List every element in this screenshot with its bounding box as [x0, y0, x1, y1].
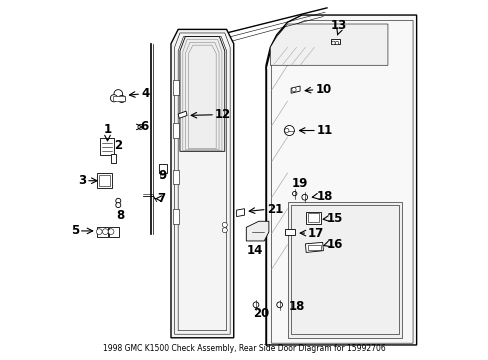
Text: 4: 4	[141, 87, 149, 100]
Circle shape	[335, 41, 338, 45]
Circle shape	[291, 87, 296, 92]
Text: 19: 19	[291, 177, 307, 190]
Bar	[111, 154, 116, 163]
Bar	[172, 210, 179, 224]
Polygon shape	[285, 229, 295, 234]
Circle shape	[102, 229, 108, 234]
Bar	[99, 175, 109, 186]
Circle shape	[284, 129, 288, 133]
Text: 18: 18	[287, 300, 304, 313]
Bar	[112, 96, 124, 101]
Bar	[305, 212, 321, 224]
Bar	[308, 245, 320, 250]
Circle shape	[301, 194, 307, 200]
Circle shape	[96, 229, 102, 234]
Circle shape	[114, 90, 122, 98]
Text: 6: 6	[140, 121, 148, 134]
Circle shape	[108, 229, 114, 234]
Bar	[172, 123, 179, 138]
Text: 5: 5	[70, 224, 79, 238]
Circle shape	[116, 198, 121, 203]
Text: 14: 14	[246, 244, 263, 257]
Circle shape	[222, 222, 227, 227]
Text: 1998 GMC K1500 Check Assembly, Rear Side Door Diagram for 15992706: 1998 GMC K1500 Check Assembly, Rear Side…	[103, 344, 385, 353]
Circle shape	[222, 228, 227, 233]
Text: 8: 8	[117, 210, 124, 222]
Polygon shape	[180, 37, 224, 151]
Circle shape	[110, 95, 117, 102]
Text: 7: 7	[158, 192, 165, 205]
Circle shape	[331, 41, 335, 45]
Text: 15: 15	[326, 212, 343, 225]
Text: 9: 9	[158, 169, 166, 182]
Bar	[109, 227, 119, 237]
Bar	[172, 80, 179, 95]
Circle shape	[116, 203, 121, 208]
Text: 13: 13	[330, 19, 346, 32]
Text: 3: 3	[78, 174, 86, 187]
Polygon shape	[171, 30, 233, 338]
Bar	[159, 164, 167, 173]
Bar	[287, 202, 402, 338]
Text: 12: 12	[215, 108, 231, 121]
Circle shape	[253, 302, 258, 308]
Text: 18: 18	[316, 190, 332, 203]
Text: 2: 2	[114, 139, 122, 152]
Text: 20: 20	[253, 307, 269, 320]
Circle shape	[160, 173, 165, 178]
Text: 11: 11	[316, 124, 332, 137]
Text: 17: 17	[306, 226, 323, 239]
Text: 21: 21	[266, 203, 283, 216]
Bar	[330, 39, 340, 44]
Polygon shape	[305, 242, 323, 252]
Text: 10: 10	[315, 83, 331, 96]
Text: 1: 1	[103, 123, 111, 136]
Bar	[100, 138, 114, 155]
Circle shape	[118, 95, 125, 103]
Circle shape	[284, 126, 294, 135]
Bar	[290, 205, 398, 334]
Circle shape	[292, 192, 296, 196]
Bar	[172, 170, 179, 184]
Text: 16: 16	[326, 238, 343, 251]
Polygon shape	[236, 209, 244, 217]
Bar	[97, 227, 108, 237]
Polygon shape	[246, 221, 268, 241]
Bar	[97, 173, 112, 188]
Polygon shape	[178, 111, 187, 118]
Polygon shape	[290, 86, 300, 93]
Circle shape	[276, 302, 282, 308]
Bar	[307, 213, 319, 222]
Polygon shape	[270, 24, 387, 65]
Polygon shape	[265, 15, 416, 345]
Circle shape	[138, 125, 142, 130]
